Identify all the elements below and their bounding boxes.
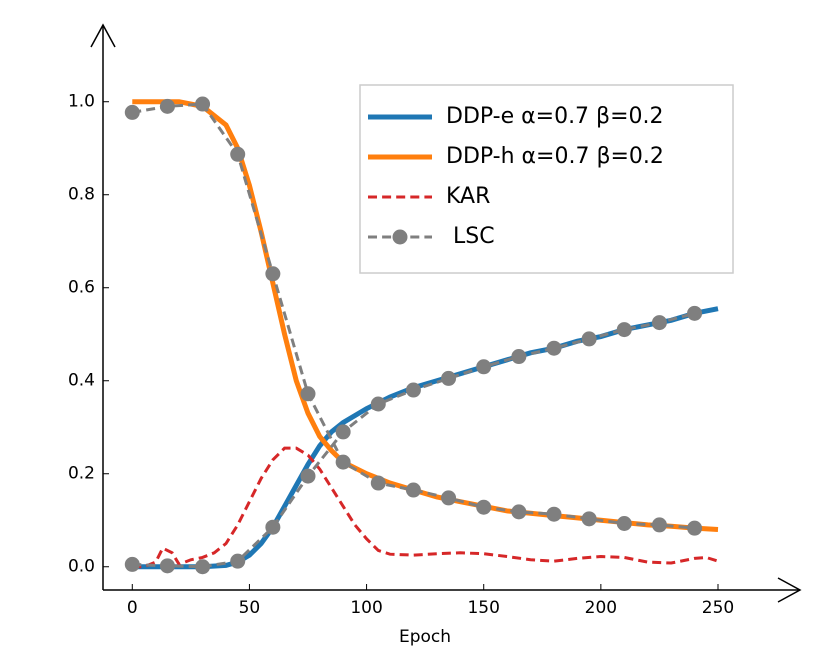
legend-marker	[392, 229, 408, 245]
marker	[581, 331, 597, 347]
marker	[159, 558, 175, 574]
marker	[441, 490, 457, 506]
marker	[195, 96, 211, 112]
x-tick-label: 100	[350, 598, 382, 618]
y-tick-label: 0.0	[68, 557, 95, 577]
marker	[265, 266, 281, 282]
marker	[370, 475, 386, 491]
marker	[546, 340, 562, 356]
marker	[476, 499, 492, 515]
marker	[335, 424, 351, 440]
marker	[335, 454, 351, 470]
legend-box	[359, 84, 734, 274]
x-tick-label: 0	[127, 598, 138, 618]
x-tick-label: 200	[585, 598, 617, 618]
marker	[511, 349, 527, 365]
y-tick-label: 0.6	[68, 278, 95, 298]
marker	[687, 305, 703, 321]
series-line	[132, 446, 719, 569]
y-tick-label: 0.4	[68, 371, 95, 391]
marker	[405, 482, 421, 498]
marker	[581, 511, 597, 527]
legend-label: DDP-e α=0.7 β=0.2	[446, 104, 664, 129]
marker	[616, 516, 632, 532]
x-tick-label: 150	[467, 598, 499, 618]
y-tick-label: 0.2	[68, 464, 95, 484]
marker	[616, 322, 632, 338]
marker	[300, 468, 316, 484]
series-line	[132, 311, 695, 569]
marker	[651, 315, 667, 331]
x-tick-label: 50	[239, 598, 261, 618]
marker	[159, 98, 175, 114]
x-arrow	[777, 577, 802, 603]
marker	[405, 382, 421, 398]
marker	[511, 504, 527, 520]
legend-label: KAR	[446, 184, 490, 209]
marker	[651, 517, 667, 533]
marker	[476, 359, 492, 375]
legend-label: LSC	[446, 224, 495, 249]
marker	[195, 559, 211, 575]
y-arrow	[90, 23, 116, 48]
marker	[124, 556, 140, 572]
marker	[265, 519, 281, 535]
legend-label: DDP-h α=0.7 β=0.2	[446, 144, 664, 169]
marker	[370, 396, 386, 412]
y-tick-label: 0.8	[68, 185, 95, 205]
y-tick-label: 1.0	[68, 92, 95, 112]
x-tick-label: 250	[702, 598, 734, 618]
marker	[230, 146, 246, 162]
marker	[300, 386, 316, 402]
marker	[441, 370, 457, 386]
marker	[546, 506, 562, 522]
series-line	[132, 102, 695, 530]
marker	[230, 553, 246, 569]
x-axis-label: Epoch	[399, 627, 451, 647]
marker	[124, 104, 140, 120]
marker	[687, 520, 703, 536]
